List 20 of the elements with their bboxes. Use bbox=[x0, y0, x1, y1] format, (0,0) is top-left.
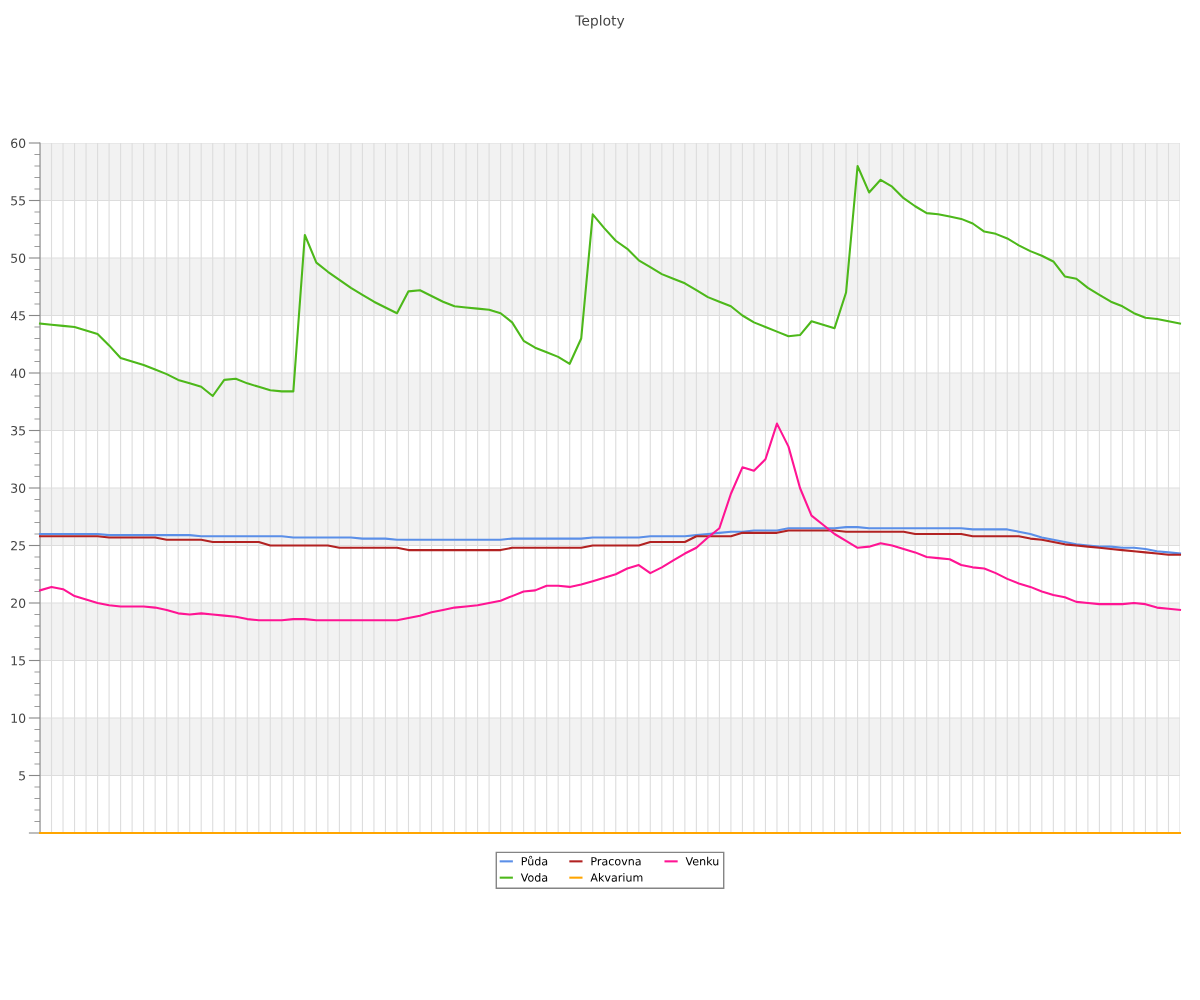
y-tick-label: 20 bbox=[11, 598, 26, 608]
y-tick-label: 50 bbox=[11, 253, 26, 263]
y-tick-label: 5 bbox=[19, 771, 26, 781]
y-tick-label: 60 bbox=[11, 138, 26, 148]
y-tick-label: 15 bbox=[11, 656, 26, 666]
legend-label: Venku bbox=[685, 856, 719, 866]
legend-label: Akvarium bbox=[590, 873, 643, 882]
y-tick-label: 10 bbox=[11, 713, 26, 723]
line-series bbox=[38, 422, 1182, 622]
y-tick-label: 55 bbox=[11, 196, 26, 206]
y-tick-label: 45 bbox=[10, 311, 26, 321]
legend-label: Pracovna bbox=[591, 857, 641, 866]
y-tick-label: 40 bbox=[10, 368, 26, 378]
legend-label: Půda bbox=[521, 855, 548, 866]
chart-title: Teploty bbox=[575, 15, 625, 29]
y-tick-label: 35 bbox=[11, 425, 26, 436]
y-tick-label: 25 bbox=[11, 540, 26, 551]
y-tick-label: 30 bbox=[11, 483, 26, 493]
legend-label: Voda bbox=[520, 873, 548, 882]
line-series bbox=[38, 164, 1182, 398]
